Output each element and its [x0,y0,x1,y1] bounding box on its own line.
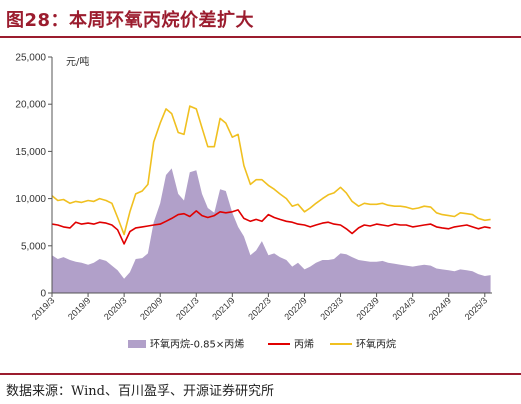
y-axis-unit-label: 元/吨 [66,55,89,68]
footer-rule [0,373,521,375]
x-tick-label: 2024/3 [391,295,418,322]
legend-label-spread: 环氧丙烷-0.85×丙烯 [150,338,244,351]
x-tick-label: 2023/3 [318,295,345,322]
y-tick-label: 20,000 [15,100,46,111]
x-tick-label: 2021/9 [210,295,237,322]
y-tick-label: 5,000 [21,241,46,252]
legend-label-propylene: 丙烯 [294,338,314,351]
y-tick-label: 10,000 [15,194,46,205]
x-tick-label: 2025/3 [463,295,490,322]
y-tick-label: 0 [40,289,46,300]
header-rule [0,36,521,38]
figure-title: 图28：本周环氧丙烷价差扩大 [6,10,255,31]
x-tick-label: 2022/9 [282,295,309,322]
x-tick-label: 2024/9 [427,295,454,322]
series-line-propylene [51,209,491,245]
series-line-propylene-oxide [51,105,491,236]
series-area-spread [52,168,491,293]
x-tick-label: 2020/3 [102,295,129,322]
y-tick-label: 15,000 [15,147,46,158]
x-tick-label: 2021/3 [174,295,201,322]
x-tick-label: 2020/9 [138,295,165,322]
legend: 环氧丙烷-0.85×丙烯 丙烯 环氧丙烷 [128,338,396,351]
x-tick-label: 2019/9 [66,295,93,322]
y-tick-label: 25,000 [15,53,46,64]
data-source: 数据来源：Wind、百川盈孚、开源证券研究所 [6,384,274,399]
figure-header: 图28：本周环氧丙烷价差扩大 [0,0,521,40]
legend-label-propylene-oxide: 环氧丙烷 [356,338,396,351]
x-tick-label: 2022/3 [246,295,273,322]
legend-swatch-spread [128,340,146,348]
x-tick-label: 2023/9 [354,295,381,322]
